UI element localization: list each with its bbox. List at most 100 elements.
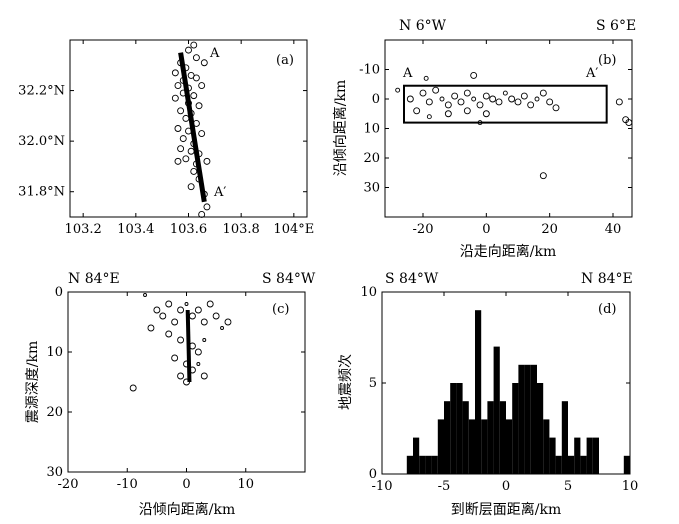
panel-b-point: [423, 75, 429, 81]
panel-b-point: [413, 107, 421, 115]
panel-b-point: [425, 98, 433, 106]
panel-b-point: [539, 89, 547, 97]
panel-b-orientation-left: N 6°W: [399, 18, 447, 34]
panel-d-bar: [518, 364, 525, 474]
panel-a-point: [192, 74, 200, 82]
panel-d-bar: [413, 437, 420, 474]
panel-a-annotation-start: A: [209, 46, 220, 61]
panel-b-point: [406, 95, 414, 103]
panel-b-ytick-label: 0: [372, 92, 380, 107]
panel-d-bar: [506, 419, 513, 474]
panel-a-point: [203, 157, 211, 165]
panel-c-point: [165, 330, 173, 338]
panel-c-point: [202, 338, 207, 342]
panel-a-point: [177, 145, 185, 153]
panel-c-point: [194, 348, 202, 356]
panel-a-point: [192, 54, 200, 62]
panel-b-ytick-label: 10: [363, 122, 380, 137]
panel-b-point: [508, 95, 516, 103]
panel-b-point: [482, 92, 490, 100]
panel-b-point: [457, 98, 465, 106]
panel-d-bar: [574, 437, 581, 474]
panel-c-ytick-label: 10: [46, 345, 63, 360]
panel-c-point: [165, 300, 173, 308]
panel-d-bar: [481, 419, 488, 474]
panel-b-point: [463, 107, 471, 115]
panel-b-point: [471, 96, 477, 102]
panel-a-point: [185, 46, 192, 54]
panel-c-point: [177, 306, 185, 314]
panel-a-annotation-end: A′: [213, 185, 226, 200]
panel-c-fault-line: [185, 309, 192, 383]
panel-a-point: [174, 125, 182, 132]
panel-b-label: (b): [598, 53, 616, 68]
panel-c-point: [212, 312, 220, 320]
panel-d-bar: [444, 401, 451, 474]
panel-d-xtick-label: 5: [564, 479, 572, 494]
panel-c-point: [171, 318, 179, 326]
panel-b-fault-box: [403, 84, 608, 124]
panel-d-bar: [462, 401, 469, 474]
panel-b-point: [546, 98, 554, 106]
panel-a-ytick-label: 32.2°N: [18, 84, 65, 99]
panel-c-point: [153, 306, 161, 314]
panel-b-point: [439, 96, 445, 102]
panel-a-point: [187, 183, 195, 191]
panel-b-point: [463, 89, 471, 97]
panel-b-point: [502, 90, 508, 96]
panel-c-point: [129, 384, 137, 392]
panel-a-ytick-label: 32.0°N: [18, 134, 65, 149]
panel-b-point: [395, 87, 401, 93]
panel-a-point: [177, 107, 185, 115]
panel-c-xtick-label: -10: [117, 477, 138, 492]
panel-a-point: [179, 135, 187, 143]
panel-a-point: [174, 157, 182, 165]
panel-d-bar: [586, 437, 593, 474]
panel-a-point: [171, 69, 179, 77]
panel-c-point: [206, 300, 214, 308]
panel-d-bar: [543, 419, 550, 474]
panel-c-point: [177, 372, 185, 380]
panel-b-point: [625, 119, 633, 127]
panel-b-point: [432, 86, 440, 94]
panel-d-bar: [623, 455, 630, 474]
panel-d-bar: [592, 437, 599, 474]
panel-a-point: [190, 41, 198, 49]
panel-c-xtick-label: 0: [182, 477, 190, 492]
panel-c-orientation-left: N 84°E: [68, 271, 120, 287]
panel-d-xtick-label: -5: [438, 479, 451, 494]
panel-d-bar: [419, 455, 426, 474]
panel-a-point: [198, 82, 206, 89]
panel-a-ytick-label: 31.8°N: [18, 185, 65, 200]
panel-d-xlabel: 到断层面距离/km: [451, 501, 561, 518]
panel-d-bar: [456, 383, 463, 474]
panel-d-bar: [450, 383, 457, 474]
panel-d-bar: [406, 455, 413, 474]
panel-a-fault-line: [178, 52, 207, 203]
panel-a-label: (a): [276, 53, 294, 68]
panel-d-ytick-label: 10: [360, 285, 377, 300]
panel-c-orientation-right: S 84°W: [262, 271, 316, 287]
panel-d-bar: [568, 455, 575, 474]
panel-b-point: [451, 92, 459, 100]
panel-b-point: [426, 114, 432, 120]
panel-b-point: [534, 96, 540, 102]
panel-d-bar: [524, 364, 531, 474]
panel-c-point: [196, 362, 201, 366]
panel-b-xlabel: 沿走向距离/km: [460, 243, 556, 260]
panel-a-point: [198, 130, 206, 138]
panel-d-bar: [437, 419, 444, 474]
panel-c-ytick-label: 20: [46, 405, 63, 420]
panel-c-ytick-label: 0: [55, 285, 63, 300]
panel-d-bar: [580, 455, 587, 474]
panel-a-xtick-label: 103.2: [65, 222, 102, 237]
panel-d-bar: [561, 401, 568, 474]
panel-a-xtick-label: 104°E: [273, 222, 314, 237]
panel-b-point: [527, 101, 535, 109]
panel-a-point: [203, 203, 211, 211]
panel-d-label: (d): [598, 302, 616, 317]
panel-a-point: [198, 211, 206, 218]
panel-c-point: [184, 302, 189, 306]
panel-d-xtick-label: 10: [622, 479, 639, 494]
